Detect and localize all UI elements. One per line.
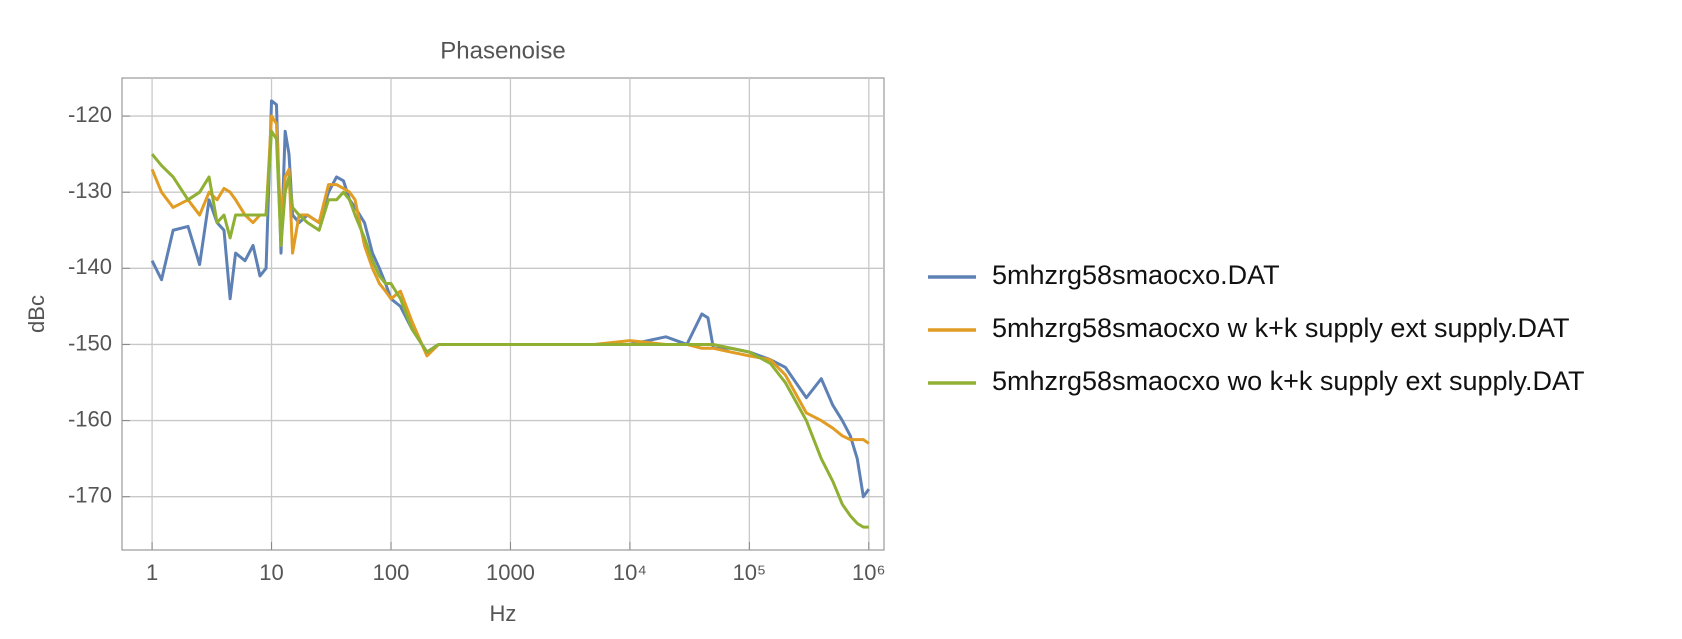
plot-frame — [121, 77, 885, 551]
y-tick-label: -160 — [68, 406, 112, 431]
legend-text: 5mhzrg58smaocxo.DAT — [992, 260, 1280, 290]
x-tick-label: 10⁴ — [613, 560, 647, 585]
y-tick-label: -140 — [68, 254, 112, 279]
legend-text: 5mhzrg58smaocxo w k+k supply ext supply.… — [992, 313, 1569, 343]
y-axis-label: dBc — [24, 295, 49, 333]
x-tick-label: 1000 — [486, 560, 535, 585]
chart-title: Phasenoise — [440, 37, 565, 64]
series-line — [150, 114, 870, 445]
x-tick-label: 10 — [259, 560, 283, 585]
x-tick-label: 10⁵ — [733, 560, 767, 585]
y-tick-label: -120 — [68, 102, 112, 127]
y-tick-label: -150 — [68, 330, 112, 355]
x-tick-label: 10⁶ — [852, 560, 886, 585]
x-tick-label: 100 — [373, 560, 410, 585]
y-tick-label: -130 — [68, 178, 112, 203]
y-tick-label: -170 — [68, 483, 112, 508]
x-axis-label: Hz — [490, 601, 517, 626]
legend-text: 5mhzrg58smaocxo wo k+k supply ext supply… — [992, 366, 1585, 396]
series-line — [150, 129, 869, 529]
x-tick-label: 1 — [146, 560, 158, 585]
